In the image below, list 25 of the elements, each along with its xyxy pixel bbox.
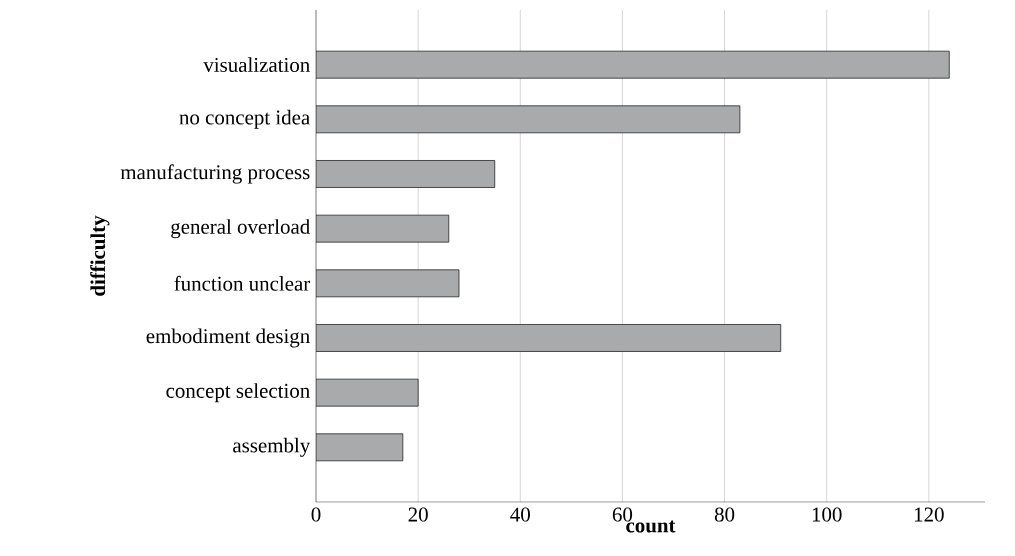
y-tick-label: manufacturing process <box>120 164 310 184</box>
x-tick-label: 60 <box>612 507 633 522</box>
y-tick-label: embodiment design <box>146 328 310 348</box>
bar <box>316 214 450 243</box>
bar <box>316 160 496 188</box>
y-tick-label: assembly <box>233 437 311 457</box>
x-tick-label: 0 <box>311 507 321 522</box>
bar <box>316 50 950 79</box>
x-tick-label: 80 <box>714 507 735 522</box>
bar <box>316 105 741 134</box>
x-tick-label: 120 <box>914 507 944 522</box>
bar <box>316 269 460 298</box>
x-tick-label: 40 <box>510 507 530 522</box>
bar <box>316 433 404 462</box>
x-axis-title: count <box>626 520 676 533</box>
bar <box>316 324 782 352</box>
y-tick-label: no concept idea <box>179 109 310 129</box>
x-tick-label: 20 <box>408 507 428 522</box>
y-tick-label: visualization <box>203 57 310 73</box>
y-tick-label: concept selection <box>166 383 310 403</box>
y-tick-label: general overload <box>171 219 310 239</box>
y-tick-label: function unclear <box>174 275 311 291</box>
y-axis-title: difficulty <box>90 215 110 296</box>
bar <box>316 378 419 407</box>
x-tick-label: 100 <box>812 507 842 522</box>
